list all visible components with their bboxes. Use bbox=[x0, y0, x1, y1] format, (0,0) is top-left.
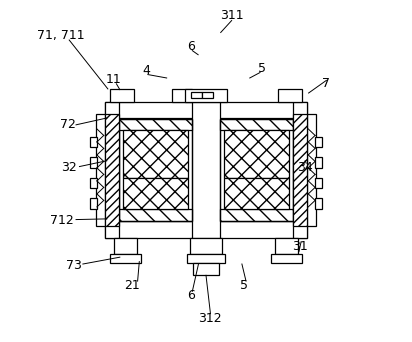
Bar bbox=[187, 254, 225, 263]
Text: 72: 72 bbox=[60, 118, 75, 131]
Bar bbox=[105, 114, 119, 226]
Text: 712: 712 bbox=[51, 214, 74, 227]
Bar bbox=[115, 238, 136, 254]
Text: 11: 11 bbox=[106, 73, 122, 86]
Text: 5: 5 bbox=[240, 279, 248, 292]
Bar bbox=[315, 137, 322, 147]
Bar bbox=[190, 238, 222, 254]
Bar bbox=[105, 102, 119, 238]
Bar bbox=[105, 102, 307, 118]
Bar bbox=[220, 119, 293, 221]
Text: 73: 73 bbox=[66, 259, 82, 272]
Text: 31: 31 bbox=[292, 240, 308, 253]
Bar bbox=[172, 89, 192, 102]
Bar bbox=[276, 238, 297, 254]
Bar bbox=[202, 92, 213, 98]
Bar bbox=[90, 178, 97, 188]
Bar bbox=[185, 89, 227, 102]
Text: 7: 7 bbox=[322, 77, 330, 90]
Bar bbox=[90, 157, 97, 168]
Bar bbox=[119, 119, 192, 130]
Bar bbox=[193, 263, 219, 275]
Bar bbox=[123, 130, 188, 178]
Bar bbox=[105, 221, 307, 238]
Bar bbox=[278, 89, 302, 102]
Bar bbox=[315, 198, 322, 209]
Bar bbox=[123, 178, 188, 209]
Bar bbox=[224, 130, 289, 178]
Bar bbox=[191, 92, 201, 98]
Text: 4: 4 bbox=[142, 64, 150, 77]
Bar bbox=[220, 119, 293, 130]
Bar bbox=[90, 137, 97, 147]
Text: 32: 32 bbox=[61, 161, 77, 174]
Bar bbox=[110, 89, 134, 102]
Bar bbox=[315, 157, 322, 168]
Bar bbox=[110, 254, 141, 263]
Bar bbox=[119, 119, 192, 221]
Text: 5: 5 bbox=[258, 62, 267, 75]
Bar bbox=[96, 114, 105, 226]
Bar bbox=[293, 102, 307, 238]
Bar bbox=[224, 178, 289, 209]
Bar bbox=[315, 178, 322, 188]
Bar bbox=[293, 114, 307, 226]
Bar bbox=[271, 254, 302, 263]
Bar bbox=[119, 209, 192, 221]
Text: 34: 34 bbox=[297, 161, 313, 174]
Text: 311: 311 bbox=[220, 9, 243, 22]
Bar bbox=[220, 209, 293, 221]
Bar bbox=[307, 114, 316, 226]
Text: 312: 312 bbox=[198, 312, 221, 325]
Text: 6: 6 bbox=[187, 40, 194, 53]
Text: 71, 711: 71, 711 bbox=[37, 29, 84, 42]
Bar bbox=[192, 102, 220, 238]
Bar bbox=[90, 198, 97, 209]
Text: 6: 6 bbox=[187, 289, 194, 302]
Text: 21: 21 bbox=[124, 279, 140, 292]
